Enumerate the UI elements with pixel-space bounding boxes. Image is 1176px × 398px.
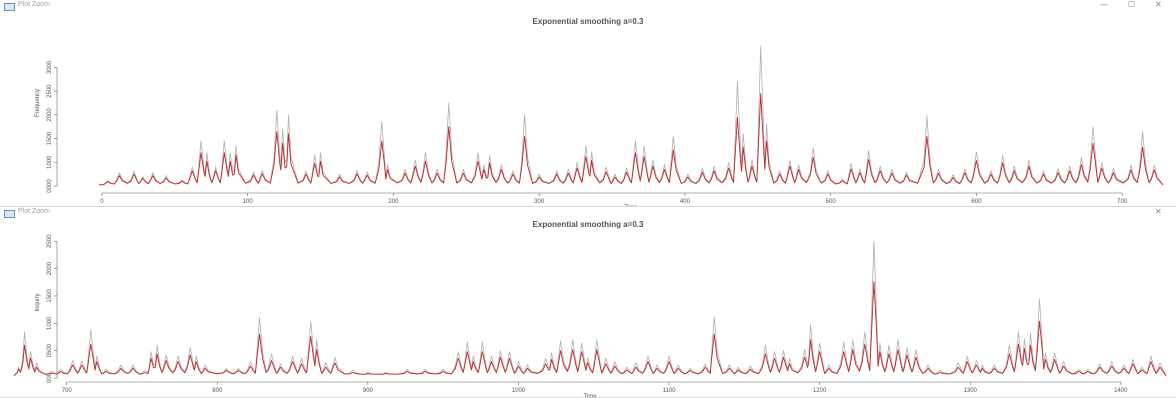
x-tick-label: 1400 <box>1114 388 1128 394</box>
y-tick-label: 000 <box>47 372 53 383</box>
observed-series-line <box>13 240 1167 376</box>
chart-title: Exponential smoothing a=0.3 <box>532 220 644 229</box>
maximize-button[interactable]: ☐ <box>1128 0 1136 9</box>
window-title: Plot Zoom <box>18 208 50 215</box>
x-tick-label: 600 <box>971 199 982 205</box>
chart-title: Exponential smoothing a=0.3 <box>532 17 644 26</box>
x-tick-label: 400 <box>680 199 691 205</box>
close-button[interactable]: ✕ <box>1155 0 1162 9</box>
minimize-button[interactable]: — <box>1100 0 1108 9</box>
y-tick-label: 1500 <box>47 289 53 303</box>
line-chart-1: 0000 1000 1500 2000 2500 3000 0 100 200 300 400 500… <box>35 45 1164 206</box>
y-axis-title: Inquiry <box>35 293 41 311</box>
y-axis-title: Frequency <box>35 89 41 117</box>
y-tick-label: 0500 <box>47 343 53 357</box>
x-tick-label: 200 <box>388 199 399 205</box>
y-tick-label: 1500 <box>47 131 53 145</box>
plot-window-icon <box>4 210 15 218</box>
y-tick-label: 2500 <box>47 84 53 98</box>
y-tick-label: 0000 <box>47 179 53 193</box>
window-title: Plot Zoom <box>18 1 50 8</box>
y-tick-label: 2000 <box>47 108 53 122</box>
x-tick-label: 700 <box>62 388 73 394</box>
y-tick-label: 1000 <box>47 316 53 330</box>
observed-series-line <box>98 45 1164 186</box>
smoothed-series-line <box>13 281 1167 377</box>
line-chart-2: 000 0500 1000 1500 2000 2500 700 800 900 1000 1100… <box>13 234 1167 397</box>
x-tick-label: 100 <box>243 199 254 205</box>
window-titlebar[interactable]: Plot Zoom — ☐ ✕ <box>0 0 1176 12</box>
x-tick-label: 900 <box>363 388 374 394</box>
y-tick-label: 2000 <box>47 261 53 275</box>
plot-window-icon <box>4 3 15 11</box>
x-tick-label: 800 <box>212 388 223 394</box>
window-titlebar[interactable]: Plot Zoom ✕ <box>0 207 1176 219</box>
x-tick-label: 1100 <box>663 388 677 394</box>
x-tick-label: 500 <box>826 199 837 205</box>
plot-zoom-window-2: Plot Zoom ✕ Exponential smoothing a=0.3 … <box>0 207 1176 398</box>
x-tick-label: 1300 <box>964 388 978 394</box>
x-tick-label: 0 <box>100 199 104 205</box>
y-tick-label: 1000 <box>47 155 53 169</box>
x-tick-label: 300 <box>534 199 545 205</box>
x-axis-title: Time <box>624 205 638 206</box>
x-tick-label: 700 <box>1117 199 1128 205</box>
smoothed-series-line <box>98 93 1164 186</box>
x-tick-label: 1000 <box>512 388 526 394</box>
x-axis-title: Time <box>583 394 597 397</box>
x-tick-label: 1200 <box>813 388 827 394</box>
plot-zoom-window-1: Plot Zoom — ☐ ✕ Exponential smoothing a=… <box>0 0 1176 207</box>
y-tick-label: 3000 <box>47 60 53 74</box>
close-button[interactable]: ✕ <box>1155 207 1162 216</box>
y-tick-label: 2500 <box>47 234 53 248</box>
